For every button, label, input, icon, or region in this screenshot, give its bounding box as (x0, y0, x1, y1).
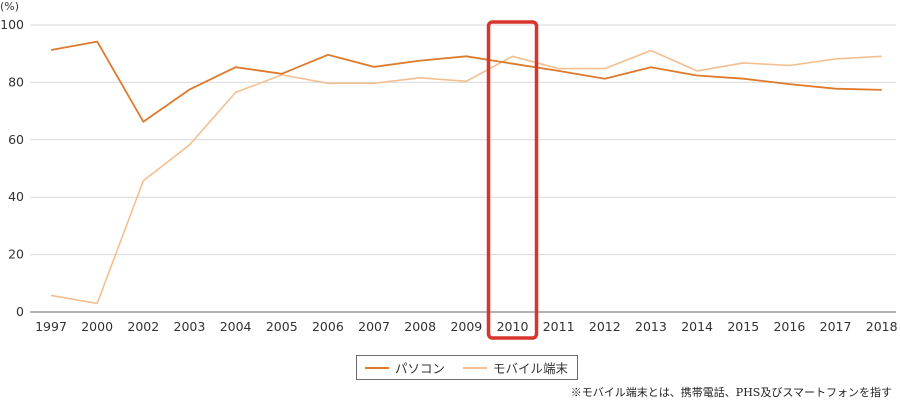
series-lines (50, 40, 882, 305)
legend-item-pc: パソコン (365, 358, 445, 377)
y-tick-label: 20 (8, 247, 24, 262)
x-tick-label: 2004 (220, 319, 252, 334)
legend-swatch-mobile (463, 366, 488, 369)
x-tick-label: 2008 (404, 319, 436, 334)
series-line-mobile (50, 49, 882, 305)
x-tick-label: 2016 (773, 319, 805, 334)
x-tick-label: 2017 (820, 319, 852, 334)
x-tick-label: 2013 (635, 319, 667, 334)
x-axis-ticks: 1997 2000 2002 2003 2004 2005 2006 2007 2008 2009… (35, 319, 898, 334)
x-tick-label: 2009 (450, 319, 482, 334)
x-tick-label: 2005 (266, 319, 298, 334)
legend-item-mobile: モバイル端末 (463, 358, 568, 377)
x-tick-label: 2002 (127, 319, 159, 334)
y-tick-label: 0 (16, 304, 24, 319)
series-line-pc (50, 40, 882, 123)
y-tick-label: 60 (8, 132, 24, 147)
x-tick-label: 2000 (81, 319, 113, 334)
y-tick-label: 100 (0, 17, 24, 32)
gridlines (30, 24, 896, 256)
x-tick-label: 1997 (35, 319, 67, 334)
legend: パソコン モバイル端末 (356, 355, 578, 380)
y-axis-ticks: 0 20 40 60 80 100 (0, 17, 24, 319)
legend-label-mobile: モバイル端末 (493, 361, 569, 376)
x-tick-label: 2012 (589, 319, 621, 334)
legend-label-pc: パソコン (395, 361, 446, 376)
footnote: ※モバイル端末とは、携帯電話、PHS及びスマートフォンを指す (570, 386, 892, 399)
y-tick-label: 80 (8, 74, 24, 89)
x-tick-label: 2007 (358, 319, 390, 334)
y-tick-label: 40 (8, 189, 24, 204)
x-tick-label: 2010 (497, 319, 529, 334)
x-tick-label: 2014 (681, 319, 713, 334)
x-tick-label: 2003 (174, 319, 206, 334)
y-axis-unit: (%) (0, 0, 19, 13)
x-tick-label: 2011 (543, 319, 575, 334)
legend-swatch-pc (365, 366, 389, 369)
x-tick-label: 2006 (312, 319, 344, 334)
x-tick-label: 2015 (727, 319, 759, 334)
highlight-box-2010 (486, 20, 539, 340)
x-tick-label: 2018 (866, 319, 898, 334)
